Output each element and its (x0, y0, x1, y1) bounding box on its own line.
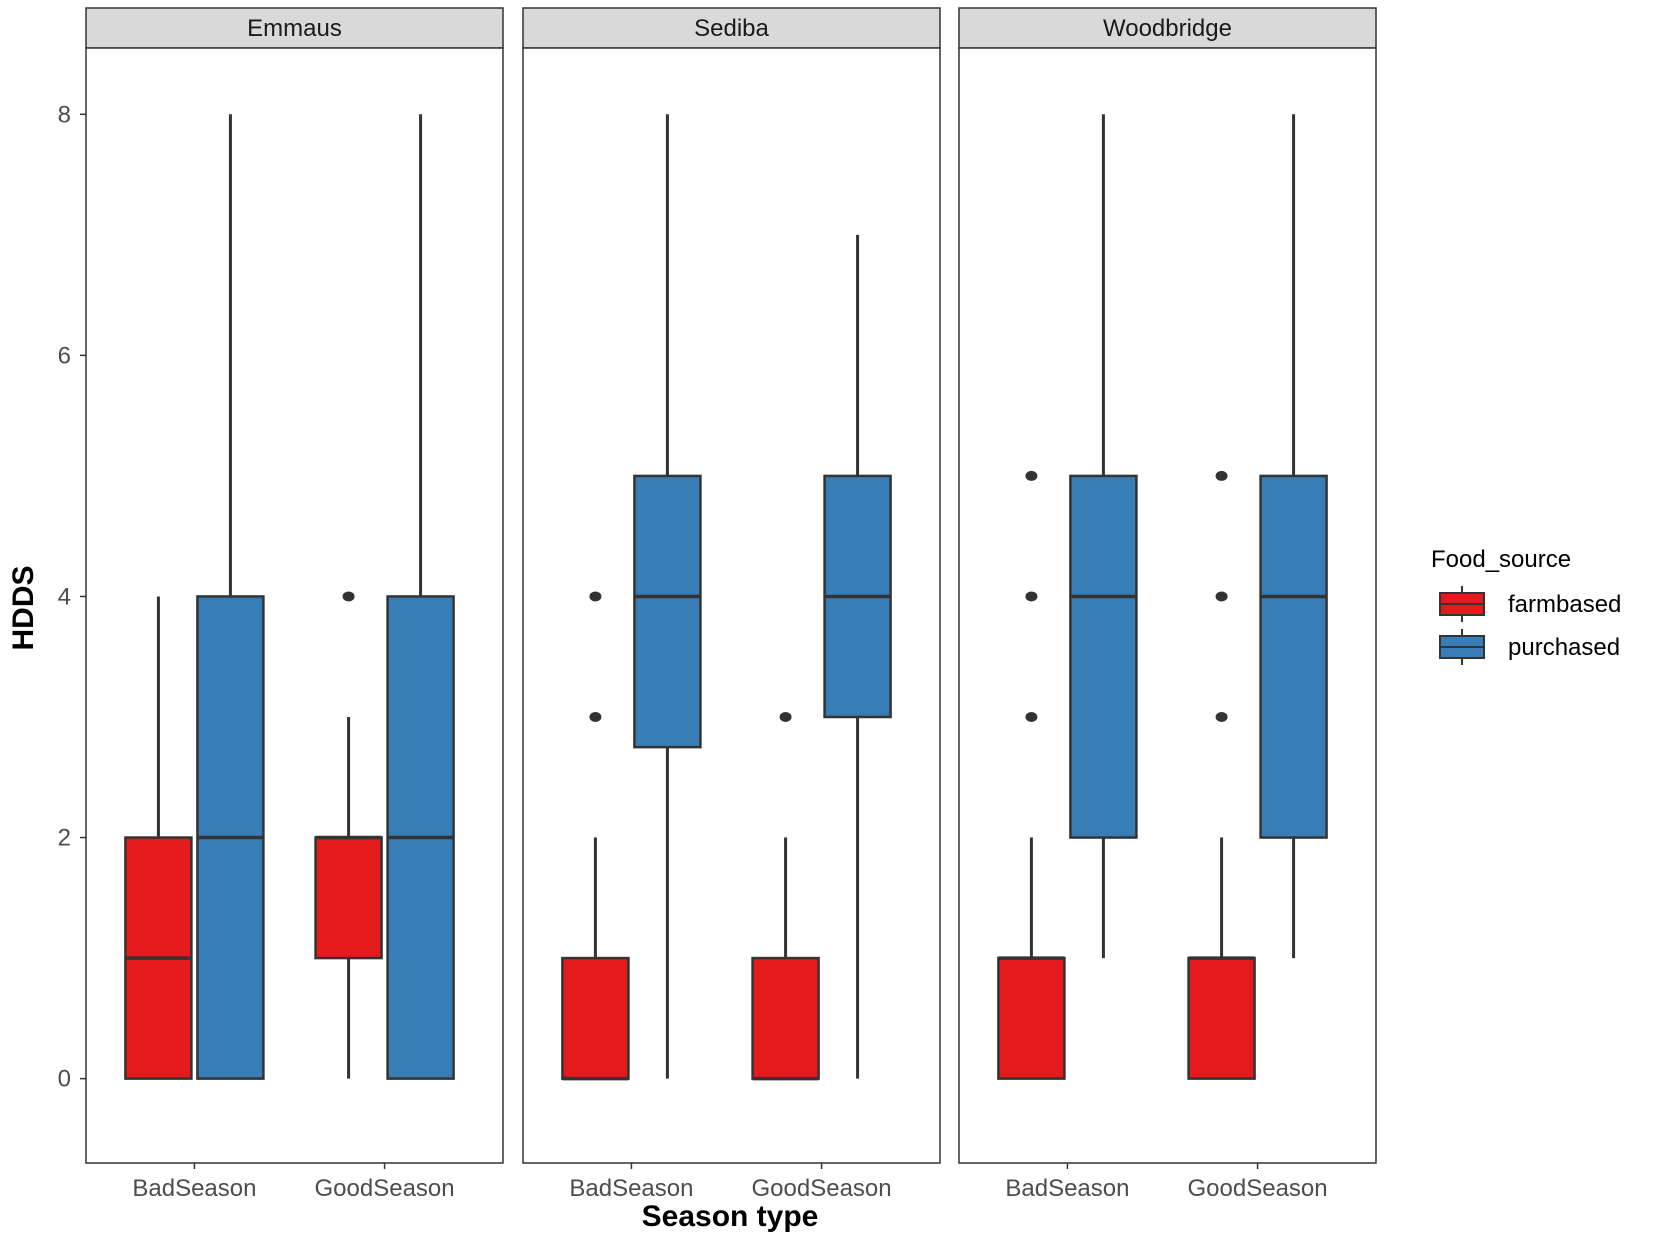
box-iqr (1259, 474, 1328, 839)
box-iqr (633, 474, 702, 749)
box-farmbased-badseason (561, 591, 630, 1081)
outlier-point (589, 712, 602, 722)
x-tick-label: BadSeason (1005, 1175, 1129, 1202)
box-purchased-badseason (633, 114, 702, 1079)
box-farmbased-goodseason (314, 591, 383, 1079)
facet-panel-sediba: Sediba BadSeason GoodSeason (522, 7, 941, 1202)
box-purchased-goodseason (823, 234, 892, 1079)
box-farmbased-goodseason (751, 712, 820, 1081)
x-axis-title: Season type (642, 1200, 819, 1233)
outlier-point (1025, 712, 1038, 722)
box-farmbased-goodseason (1187, 470, 1256, 1080)
outlier-point (1025, 470, 1038, 481)
facet-strip-label: Sediba (694, 15, 769, 42)
x-tick-label: BadSeason (132, 1175, 256, 1202)
outlier-point (589, 591, 602, 602)
legend-label: purchased (1508, 634, 1620, 661)
box-purchased-badseason (196, 114, 265, 1080)
box-purchased-goodseason (386, 114, 455, 1080)
y-tick-label: 8 (58, 101, 71, 128)
outlier-point (1215, 712, 1228, 722)
y-tick-label: 0 (58, 1066, 71, 1093)
facet-panel-woodbridge: Woodbridge BadSeason GoodSeason (958, 7, 1377, 1202)
y-axis: 0 2 4 6 8 (58, 101, 86, 1093)
box-farmbased-badseason (997, 470, 1066, 1080)
y-tick-label: 2 (58, 825, 71, 852)
box-iqr (314, 836, 383, 960)
outlier-point (342, 591, 355, 602)
y-tick-label: 6 (58, 342, 71, 369)
facet-strip (958, 7, 1377, 49)
facet-panel-emmaus: Emmaus BadSeason GoodSeason (85, 7, 504, 1202)
legend-item-farmbased: farmbased (1439, 586, 1621, 622)
box-iqr (1069, 474, 1138, 839)
legend-item-purchased: purchased (1439, 629, 1620, 665)
y-tick-label: 4 (58, 583, 71, 610)
legend: Food_source farmbased purchased (1431, 546, 1621, 665)
box-farmbased-badseason (124, 596, 193, 1080)
facet-panels: Emmaus BadSeason GoodSeason Sediba BadSeason… (85, 7, 1377, 1202)
box-iqr (751, 956, 820, 1080)
facet-strip (522, 7, 941, 49)
outlier-point (1025, 591, 1038, 602)
x-tick-label: GoodSeason (315, 1175, 455, 1202)
outlier-point (779, 712, 792, 722)
facet-strip-label: Emmaus (247, 15, 342, 42)
box-iqr (997, 956, 1066, 1080)
box-iqr (1187, 956, 1256, 1080)
outlier-point (1215, 470, 1228, 481)
y-axis-title: HDDS (7, 565, 40, 650)
facet-strip (85, 7, 504, 49)
x-tick-label: BadSeason (569, 1175, 693, 1202)
legend-title: Food_source (1431, 546, 1571, 573)
box-purchased-badseason (1069, 114, 1138, 959)
box-purchased-goodseason (1259, 114, 1328, 959)
x-tick-label: GoodSeason (1188, 1175, 1328, 1202)
legend-label: farmbased (1508, 591, 1621, 618)
box-iqr (561, 956, 630, 1080)
outlier-point (1215, 591, 1228, 602)
facet-strip-label: Woodbridge (1103, 15, 1232, 42)
x-tick-label: GoodSeason (752, 1175, 892, 1202)
